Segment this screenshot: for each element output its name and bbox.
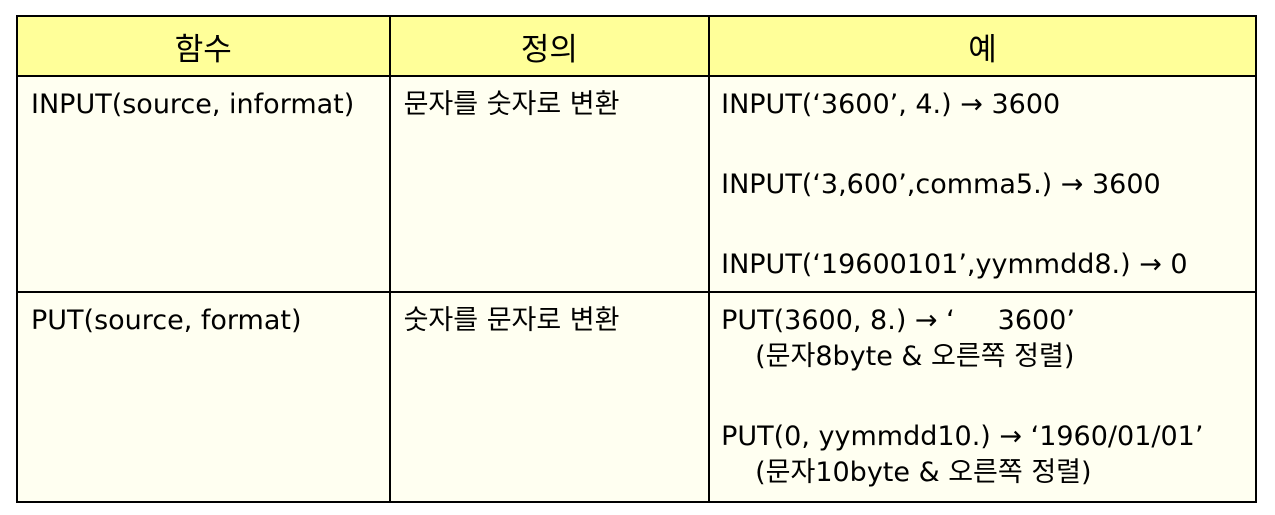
example-line: PUT(3600, 8.) → ‘ 3600’ [721, 305, 1075, 336]
cell-definition: 문자를 숫자로 변환 [388, 75, 711, 293]
example-line: INPUT(‘3600’, 4.) → 3600 [721, 89, 1061, 120]
example-note: (문자10byte & 오른쪽 정렬) [755, 457, 1092, 488]
definition-text: 숫자를 문자로 변환 [403, 305, 620, 336]
cell-definition: 숫자를 문자로 변환 [388, 291, 711, 503]
cell-examples: INPUT(‘3600’, 4.) → 3600 INPUT(‘3,600’,c… [708, 75, 1257, 293]
example-line: PUT(0, yymmdd10.) → ‘1960/01/01’ [721, 421, 1204, 452]
table-row-input: INPUT(source, informat) 문자를 숫자로 변환 INPUT… [16, 75, 1257, 293]
cell-function: PUT(source, format) [16, 291, 391, 503]
function-table: 함수 정의 예 INPUT(source, informat) 문자를 숫자로 … [16, 15, 1257, 503]
cell-examples: PUT(3600, 8.) → ‘ 3600’ (문자8byte & 오른쪽 정… [708, 291, 1257, 503]
header-row: 함수 정의 예 [16, 15, 1257, 77]
table-row-put: PUT(source, format) 숫자를 문자로 변환 PUT(3600,… [16, 291, 1257, 503]
cell-function: INPUT(source, informat) [16, 75, 391, 293]
header-definition: 정의 [388, 15, 711, 77]
example-line: INPUT(‘19600101’,yymmdd8.) → 0 [721, 249, 1188, 280]
header-example: 예 [708, 15, 1257, 77]
example-line: INPUT(‘3,600’,comma5.) → 3600 [721, 169, 1161, 200]
example-note: (문자8byte & 오른쪽 정렬) [755, 341, 1075, 372]
function-name: PUT(source, format) [31, 305, 302, 336]
definition-text: 문자를 숫자로 변환 [403, 89, 620, 120]
header-function: 함수 [16, 15, 391, 77]
function-name: INPUT(source, informat) [31, 89, 355, 120]
example-list: INPUT(‘3600’, 4.) → 3600 INPUT(‘3,600’,c… [710, 77, 1255, 291]
example-list: PUT(3600, 8.) → ‘ 3600’ (문자8byte & 오른쪽 정… [710, 293, 1255, 499]
